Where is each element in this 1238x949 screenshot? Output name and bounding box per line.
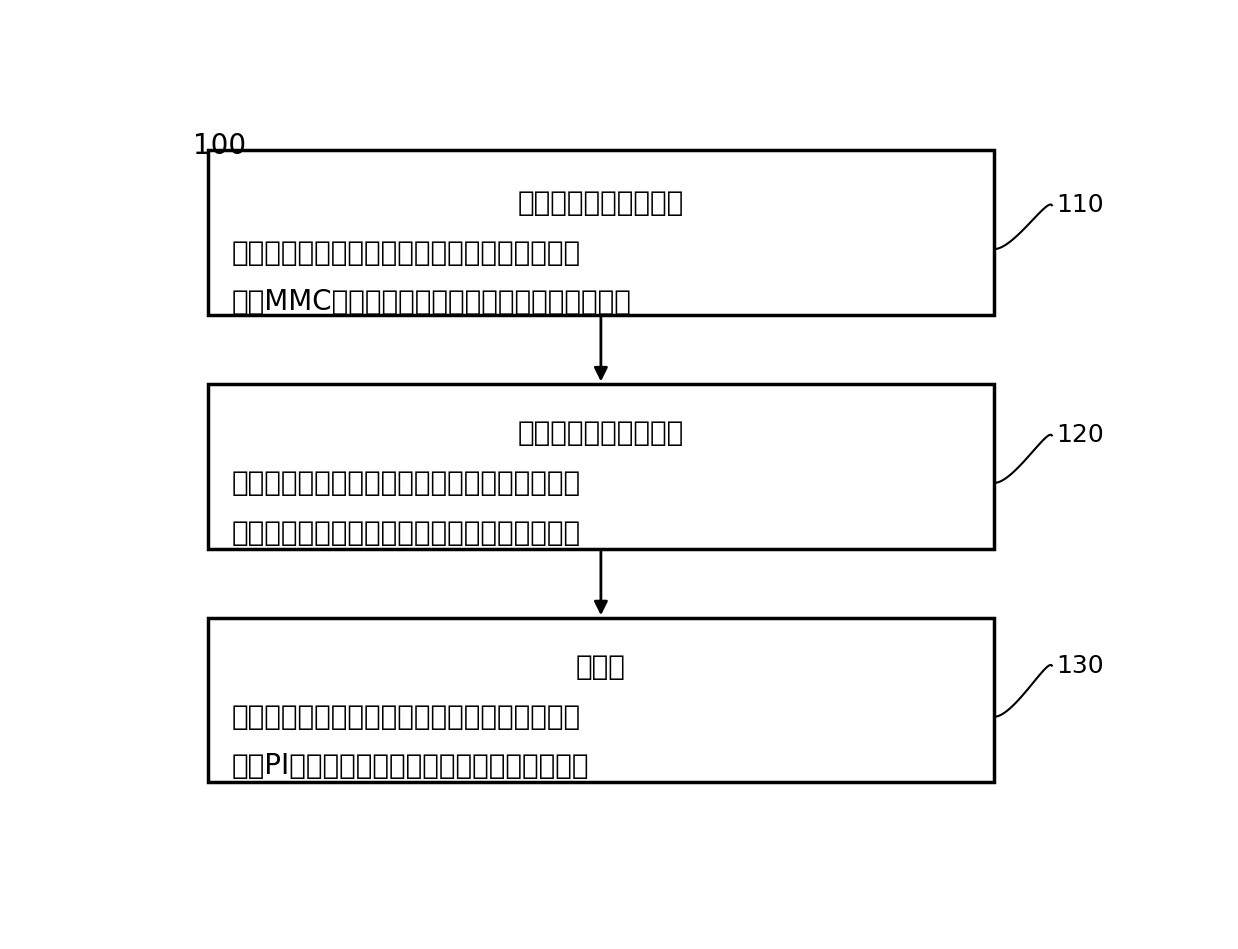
Text: 压平衡: 压平衡 bbox=[576, 653, 626, 681]
Text: 110: 110 bbox=[1057, 194, 1104, 217]
Text: 120: 120 bbox=[1057, 423, 1104, 447]
Text: 基于MMC型直流变压器的主电路结构和桥臂电流数: 基于MMC型直流变压器的主电路结构和桥臂电流数 bbox=[232, 288, 631, 316]
Text: 130: 130 bbox=[1057, 654, 1104, 678]
Bar bbox=[208, 618, 994, 783]
Bar bbox=[208, 151, 994, 315]
Text: 采用PI控制，实时采集并基于上下桥臂电容电压: 采用PI控制，实时采集并基于上下桥臂电容电压 bbox=[232, 753, 589, 780]
Text: 别计算上桥臂输入输出功率第一差值以及下桥臂: 别计算上桥臂输入输出功率第一差值以及下桥臂 bbox=[232, 469, 581, 497]
Text: 路和共模电流等效回路: 路和共模电流等效回路 bbox=[517, 189, 685, 217]
Text: 输入输出功率第二差值: 输入输出功率第二差值 bbox=[517, 419, 685, 447]
Bar bbox=[208, 384, 994, 549]
Text: 的差值，调节第一差值和第二差值，实现电容电: 的差值，调节第一差值和第二差值，实现电容电 bbox=[232, 702, 581, 731]
Text: 基于差模电流等效回路和共模电流等效回路，分: 基于差模电流等效回路和共模电流等效回路，分 bbox=[232, 518, 581, 547]
Text: 100: 100 bbox=[193, 132, 246, 160]
Text: 学模型，建立变压器桥臂电流的差模电流等效回: 学模型，建立变压器桥臂电流的差模电流等效回 bbox=[232, 239, 581, 267]
